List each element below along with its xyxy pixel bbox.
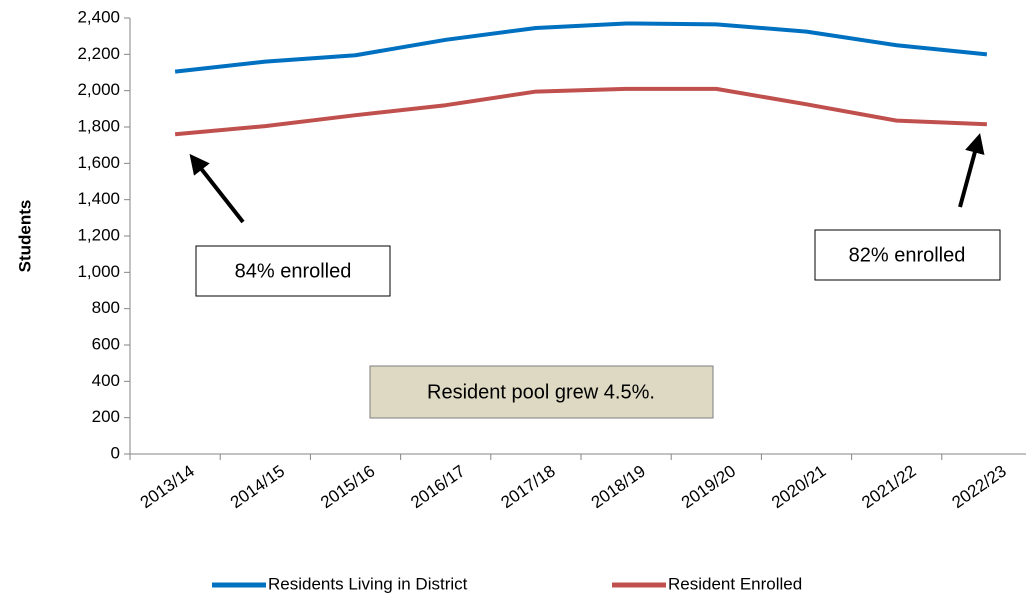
- annotation: 84% enrolled: [235, 260, 352, 282]
- y-tick-label: 600: [92, 334, 120, 353]
- y-tick-label: 800: [92, 298, 120, 317]
- x-tick-label: 2017/18: [498, 461, 559, 512]
- x-tick-label: 2019/20: [678, 461, 739, 512]
- legend-label: Resident Enrolled: [668, 574, 802, 593]
- annotation-box: [195, 245, 391, 297]
- annotation: Resident pool grew 4.5%.: [427, 381, 655, 403]
- y-tick-label: 1,600: [77, 153, 120, 172]
- y-tick-label: 1,200: [77, 225, 120, 244]
- x-tick-label: 2021/22: [858, 461, 919, 512]
- y-axis-label: Students: [15, 200, 34, 273]
- annotation-box: [369, 365, 714, 419]
- legend-label: Residents Living in District: [268, 574, 468, 593]
- series-line: [174, 21, 988, 74]
- x-tick-label: 2015/16: [317, 461, 378, 512]
- arrow: [189, 153, 245, 224]
- annotation: 82% enrolled: [849, 244, 966, 266]
- plot: 0 200 400 600 800 1,000 1,200 1,400 1,600 1,800 2,…: [77, 7, 1026, 593]
- x-tick-label: 2018/19: [588, 461, 649, 512]
- x-tick-label: 2014/15: [227, 461, 288, 512]
- x-tick-label: 2020/21: [768, 461, 829, 512]
- x-tick-label: 2016/17: [407, 461, 468, 512]
- y-tick-label: 1,400: [77, 189, 120, 208]
- x-tick-label: 2022/23: [949, 461, 1010, 512]
- y-tick-label: 200: [92, 407, 120, 426]
- y-tick-label: 2,200: [77, 44, 120, 63]
- y-tick-label: 2,400: [77, 7, 120, 26]
- y-tick-label: 400: [92, 371, 120, 390]
- y-tick-label: 1,800: [77, 116, 120, 135]
- arrow: [958, 133, 985, 208]
- y-tick-label: 2,000: [77, 80, 120, 99]
- y-tick-label: 0: [111, 443, 120, 462]
- x-tick-label: 2013/14: [137, 461, 198, 512]
- annotation-box: [814, 229, 1001, 281]
- series-line: [174, 86, 987, 137]
- y-tick-label: 1,000: [77, 262, 120, 281]
